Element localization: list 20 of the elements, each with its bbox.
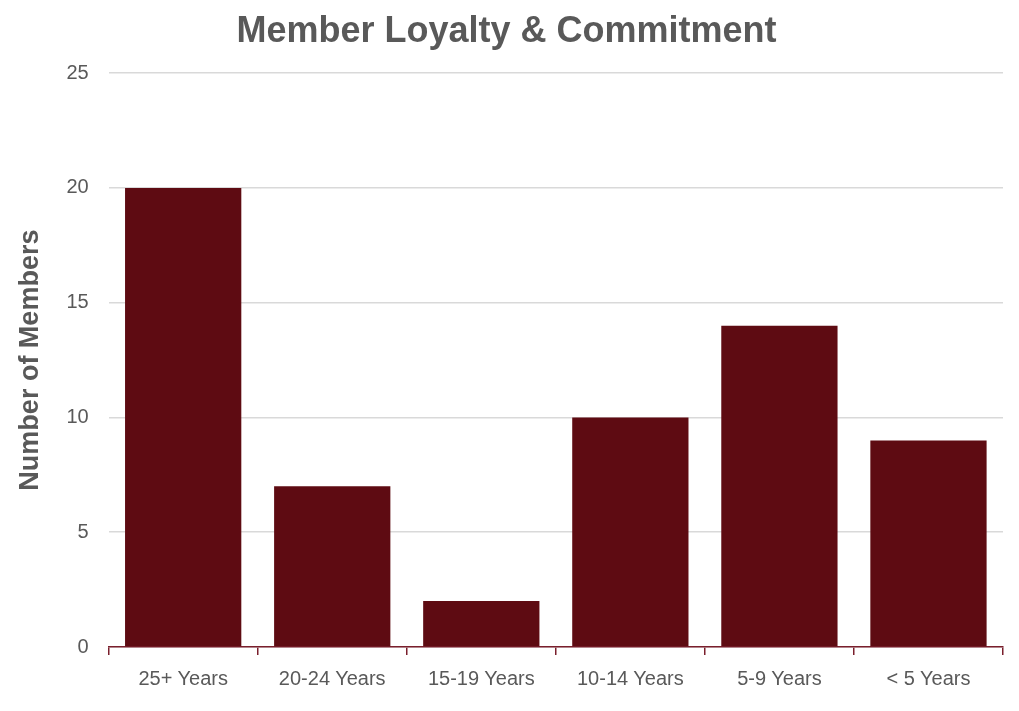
bar bbox=[870, 440, 987, 647]
y-tick-label: 25 bbox=[66, 60, 89, 83]
bar bbox=[721, 325, 838, 647]
y-tick-label: 15 bbox=[66, 290, 89, 313]
x-tick-label: 15-19 Years bbox=[427, 666, 535, 689]
x-tick-label: < 5 Years bbox=[886, 666, 971, 689]
x-tick-label: 5-9 Years bbox=[737, 666, 822, 689]
bar bbox=[274, 486, 391, 647]
bar bbox=[423, 601, 540, 647]
y-tick-label: 5 bbox=[77, 519, 89, 542]
x-tick-label: 25+ Years bbox=[138, 666, 228, 689]
chart-title: Member Loyalty & Commitment bbox=[236, 8, 777, 50]
y-tick-label: 10 bbox=[66, 405, 89, 427]
x-tick-label: 20-24 Years bbox=[278, 666, 386, 689]
y-axis-title: Number of Members bbox=[13, 229, 44, 491]
bar bbox=[125, 187, 242, 647]
bar bbox=[572, 417, 689, 647]
x-tick-label: 10-14 Years bbox=[576, 666, 684, 689]
y-tick-label: 20 bbox=[66, 175, 89, 198]
y-tick-label: 0 bbox=[77, 634, 89, 657]
